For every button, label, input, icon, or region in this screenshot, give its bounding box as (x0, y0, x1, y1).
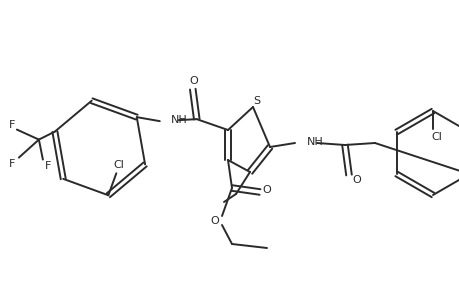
Text: Cl: Cl (112, 160, 123, 170)
Text: F: F (45, 160, 51, 171)
Text: O: O (210, 216, 219, 226)
Text: Cl: Cl (431, 132, 442, 142)
Text: O: O (352, 175, 361, 185)
Text: F: F (9, 159, 15, 169)
Text: S: S (253, 96, 260, 106)
Text: NH: NH (306, 137, 323, 147)
Text: O: O (189, 76, 198, 86)
Text: O: O (262, 185, 271, 195)
Text: NH: NH (170, 115, 187, 125)
Text: F: F (9, 120, 15, 130)
